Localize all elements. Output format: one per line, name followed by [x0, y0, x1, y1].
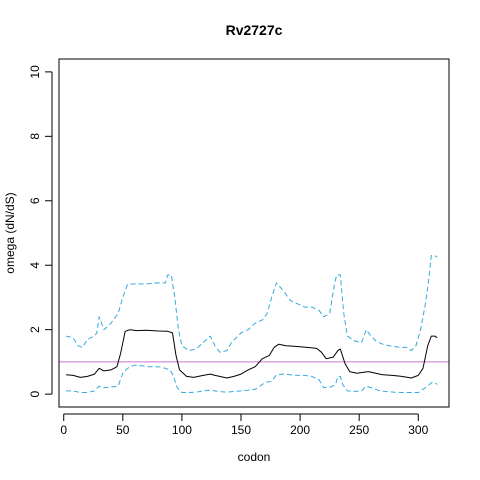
- x-tick-label: 200: [290, 423, 310, 437]
- series-upper-line: [65, 255, 438, 353]
- plot-content: [59, 255, 449, 393]
- y-tick-label: 2: [28, 326, 42, 333]
- x-tick-label: 150: [231, 423, 251, 437]
- plot-frame: [58, 58, 450, 408]
- y-tick-label: 6: [28, 197, 42, 204]
- x-tick-label: 100: [172, 423, 192, 437]
- y-axis-label: omega (dN/dS): [3, 192, 17, 273]
- y-tick-label: 8: [28, 133, 42, 140]
- series-estimate-line: [66, 329, 438, 379]
- x-axis: 0 50 100 150 200 250 300: [60, 413, 429, 437]
- x-tick-label: 250: [349, 423, 369, 437]
- x-axis-label: codon: [238, 450, 271, 464]
- chart-title: Rv2727c: [226, 22, 283, 38]
- x-tick-label: 0: [60, 423, 67, 437]
- y-tick-label: 0: [28, 390, 42, 397]
- series-lower-line: [66, 364, 438, 393]
- x-tick-label: 300: [408, 423, 428, 437]
- y-tick-label: 10: [28, 65, 42, 79]
- x-tick-label: 50: [116, 423, 130, 437]
- y-tick-label: 4: [28, 262, 42, 269]
- y-axis: 0 2 4 6 8 10: [28, 65, 53, 397]
